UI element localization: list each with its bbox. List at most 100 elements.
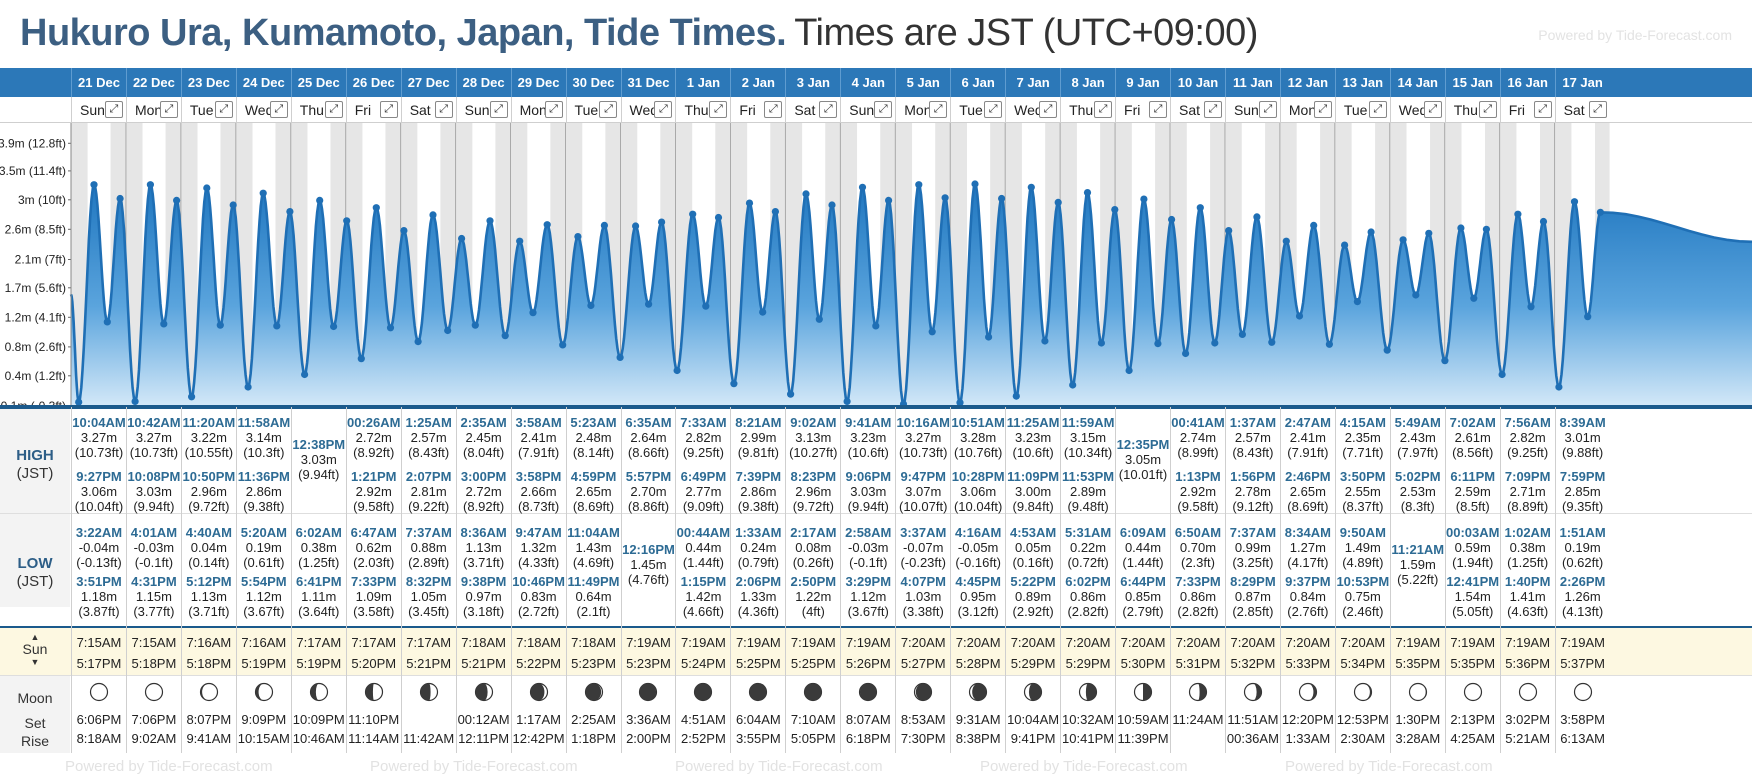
high-tide-2: 4:59PM 2.65m (8.69ft) [567,469,621,514]
expand-day-icon[interactable]: ⤢ [1039,101,1058,118]
expand-day-icon[interactable]: ⤢ [1423,101,1442,118]
moonset-time: 11:10PM [348,712,400,727]
high-tide-2-time: 5:57PM [625,469,672,484]
low-tide-2-feet: (3.71ft) [188,604,230,619]
low-tide-point [645,300,653,308]
expand-day-icon[interactable]: ⤢ [379,101,398,118]
moon-phase-icon [309,682,328,702]
y-tick-label: 1.2m (4.1ft) [5,310,66,324]
footer-watermark: Powered by Tide-Forecast.com [370,758,578,775]
low-tide-2-feet: (2.82ft) [1067,604,1109,619]
moon-phase-icon [199,682,218,702]
low-tide-1-time: 11:04AM [567,525,620,540]
low-tide-1: 11:04AM 1.43m (4.69ft) [567,525,621,570]
high-tide-1-time: 4:15AM [1339,415,1386,430]
low-tide-1: 5:31AM 0.22m (0.72ft) [1061,525,1115,570]
sunset-time: 5:19PM [296,656,342,671]
sunrise-time: 7:19AM [845,635,891,650]
high-tide-2-time: 3:58PM [515,469,562,484]
expand-day-icon[interactable]: ⤢ [1478,101,1497,118]
y-tick-label: 2.6m (8.5ft) [5,222,66,236]
expand-day-icon[interactable]: ⤢ [874,101,893,118]
moon-phase-icon [804,682,823,702]
expand-day-icon[interactable]: ⤢ [599,101,618,118]
day-column: 1:25AM 2.57m (8.43ft) 2:07PM 2.81m (9.22ft) 7:… [400,407,456,753]
expand-day-icon[interactable]: ⤢ [434,101,453,118]
high-tide-1-meters: 2.61m [1454,430,1491,445]
expand-day-icon[interactable]: ⤢ [1148,101,1167,118]
expand-day-icon[interactable]: ⤢ [544,101,563,118]
high-tide-1-meters: 3.03m [300,452,337,467]
expand-day-icon[interactable]: ⤢ [1094,101,1113,118]
expand-day-icon[interactable]: ⤢ [159,101,178,118]
expand-day-icon[interactable]: ⤢ [1313,101,1332,118]
low-tide-2-meters: 1.12m [245,589,282,604]
low-tide-2: 3:29PM 1.12m (3.67ft) [841,574,895,619]
moon-phase-icon [1573,682,1592,702]
expand-day-icon[interactable]: ⤢ [1258,101,1277,118]
high-tide-1: 2:47AM 2.41m (7.91ft) [1281,415,1335,460]
high-tide-point [632,222,640,230]
high-tide-1-time: 10:04AM [72,415,126,430]
expand-day-icon[interactable]: ⤢ [214,101,233,118]
expand-day-icon[interactable]: ⤢ [654,101,673,118]
high-tide-1-time: 2:35AM [460,415,507,430]
sunset-time: 5:23PM [571,656,616,671]
high-tide-1: 10:16AM 3.27m (10.73ft) [896,415,950,460]
high-tide-1-time: 8:39AM [1559,415,1606,430]
date-14: 4 Jan [840,68,895,97]
high-tide-point [1083,189,1092,197]
high-tide-2-feet: (8.5ft) [1455,499,1490,514]
moonset-time: 10:32AM [1062,712,1115,727]
expand-day-icon[interactable]: ⤢ [324,101,343,118]
expand-day-icon[interactable]: ⤢ [269,101,288,118]
high-tide-1-feet: (8.43ft) [1232,445,1274,460]
low-tide-2-time: 2:06PM [735,574,782,589]
high-tide-1: 8:21AM 2.99m (9.81ft) [731,415,785,460]
high-tide-point [372,204,380,212]
low-tide-2: 2:50PM 1.22m (4ft) [786,574,840,619]
high-tide-2: 1:21PM 2.92m (9.58ft) [347,469,401,514]
expand-day-icon[interactable]: ⤢ [1533,101,1552,118]
expand-day-icon[interactable]: ⤢ [104,101,123,118]
high-label: HIGH (JST) [0,447,70,487]
day-column: 10:42AM 3.27m (10.73ft) 10:08PM 3.03m (9.94ft… [125,407,181,753]
high-tide-1-time: 11:59AM [1061,415,1115,430]
expand-day-icon[interactable]: ⤢ [489,101,508,118]
weekday-cell: Mon ⤢ [510,97,566,123]
expand-day-icon[interactable]: ⤢ [929,101,948,118]
moonset-time: 10:09PM [292,712,345,727]
high-tide-1-time: 10:16AM [896,415,950,430]
low-tide-2-meters: 1.22m [795,589,832,604]
expand-day-icon[interactable]: ⤢ [764,101,783,118]
weekday-cell: Thu ⤢ [1060,97,1115,123]
expand-day-icon[interactable]: ⤢ [1203,101,1222,118]
low-tide-1-time: 9:47AM [515,525,562,540]
high-tide-1: 10:42AM 3.27m (10.73ft) [127,415,181,460]
high-tide-1-feet: (10.34ft) [1063,445,1113,460]
high-tide-point [1054,198,1062,206]
low-tide-2-meters: 0.95m [960,589,997,604]
low-tide-point [1069,381,1077,389]
high-tide-2: 6:11PM 2.59m (8.5ft) [1446,469,1500,514]
weekday-name: Mon [904,102,932,118]
low-tide-1-time: 3:37AM [900,525,947,540]
low-tide-2-meters: 0.75m [1344,589,1381,604]
high-tide-2: 11:53PM 2.89m (9.48ft) [1061,469,1115,514]
expand-day-icon[interactable]: ⤢ [709,101,728,118]
high-tide-2-meters: 2.85m [1564,484,1601,499]
high-tide-1-meters: 2.43m [1399,430,1436,445]
expand-day-icon[interactable]: ⤢ [819,101,838,118]
high-tide-point [1482,225,1490,233]
low-tide-point [985,333,993,341]
moonset-time: 4:51AM [681,712,726,727]
low-tide-2-time: 6:41PM [296,574,342,589]
high-tide-1-feet: (8.66ft) [627,445,670,460]
high-tide-1: 6:35AM 2.64m (8.66ft) [622,415,676,460]
expand-day-icon[interactable]: ⤢ [984,101,1003,118]
low-tide-2-feet: (4ft) [801,604,825,619]
high-tide-point [116,194,124,203]
tide-chart: -0.1m (-0.3ft) 0.4m (1.2ft) 0.8m (2.6ft) 1.… [0,123,1752,407]
expand-day-icon[interactable]: ⤢ [1368,101,1387,118]
expand-day-icon[interactable]: ⤢ [1588,101,1607,118]
